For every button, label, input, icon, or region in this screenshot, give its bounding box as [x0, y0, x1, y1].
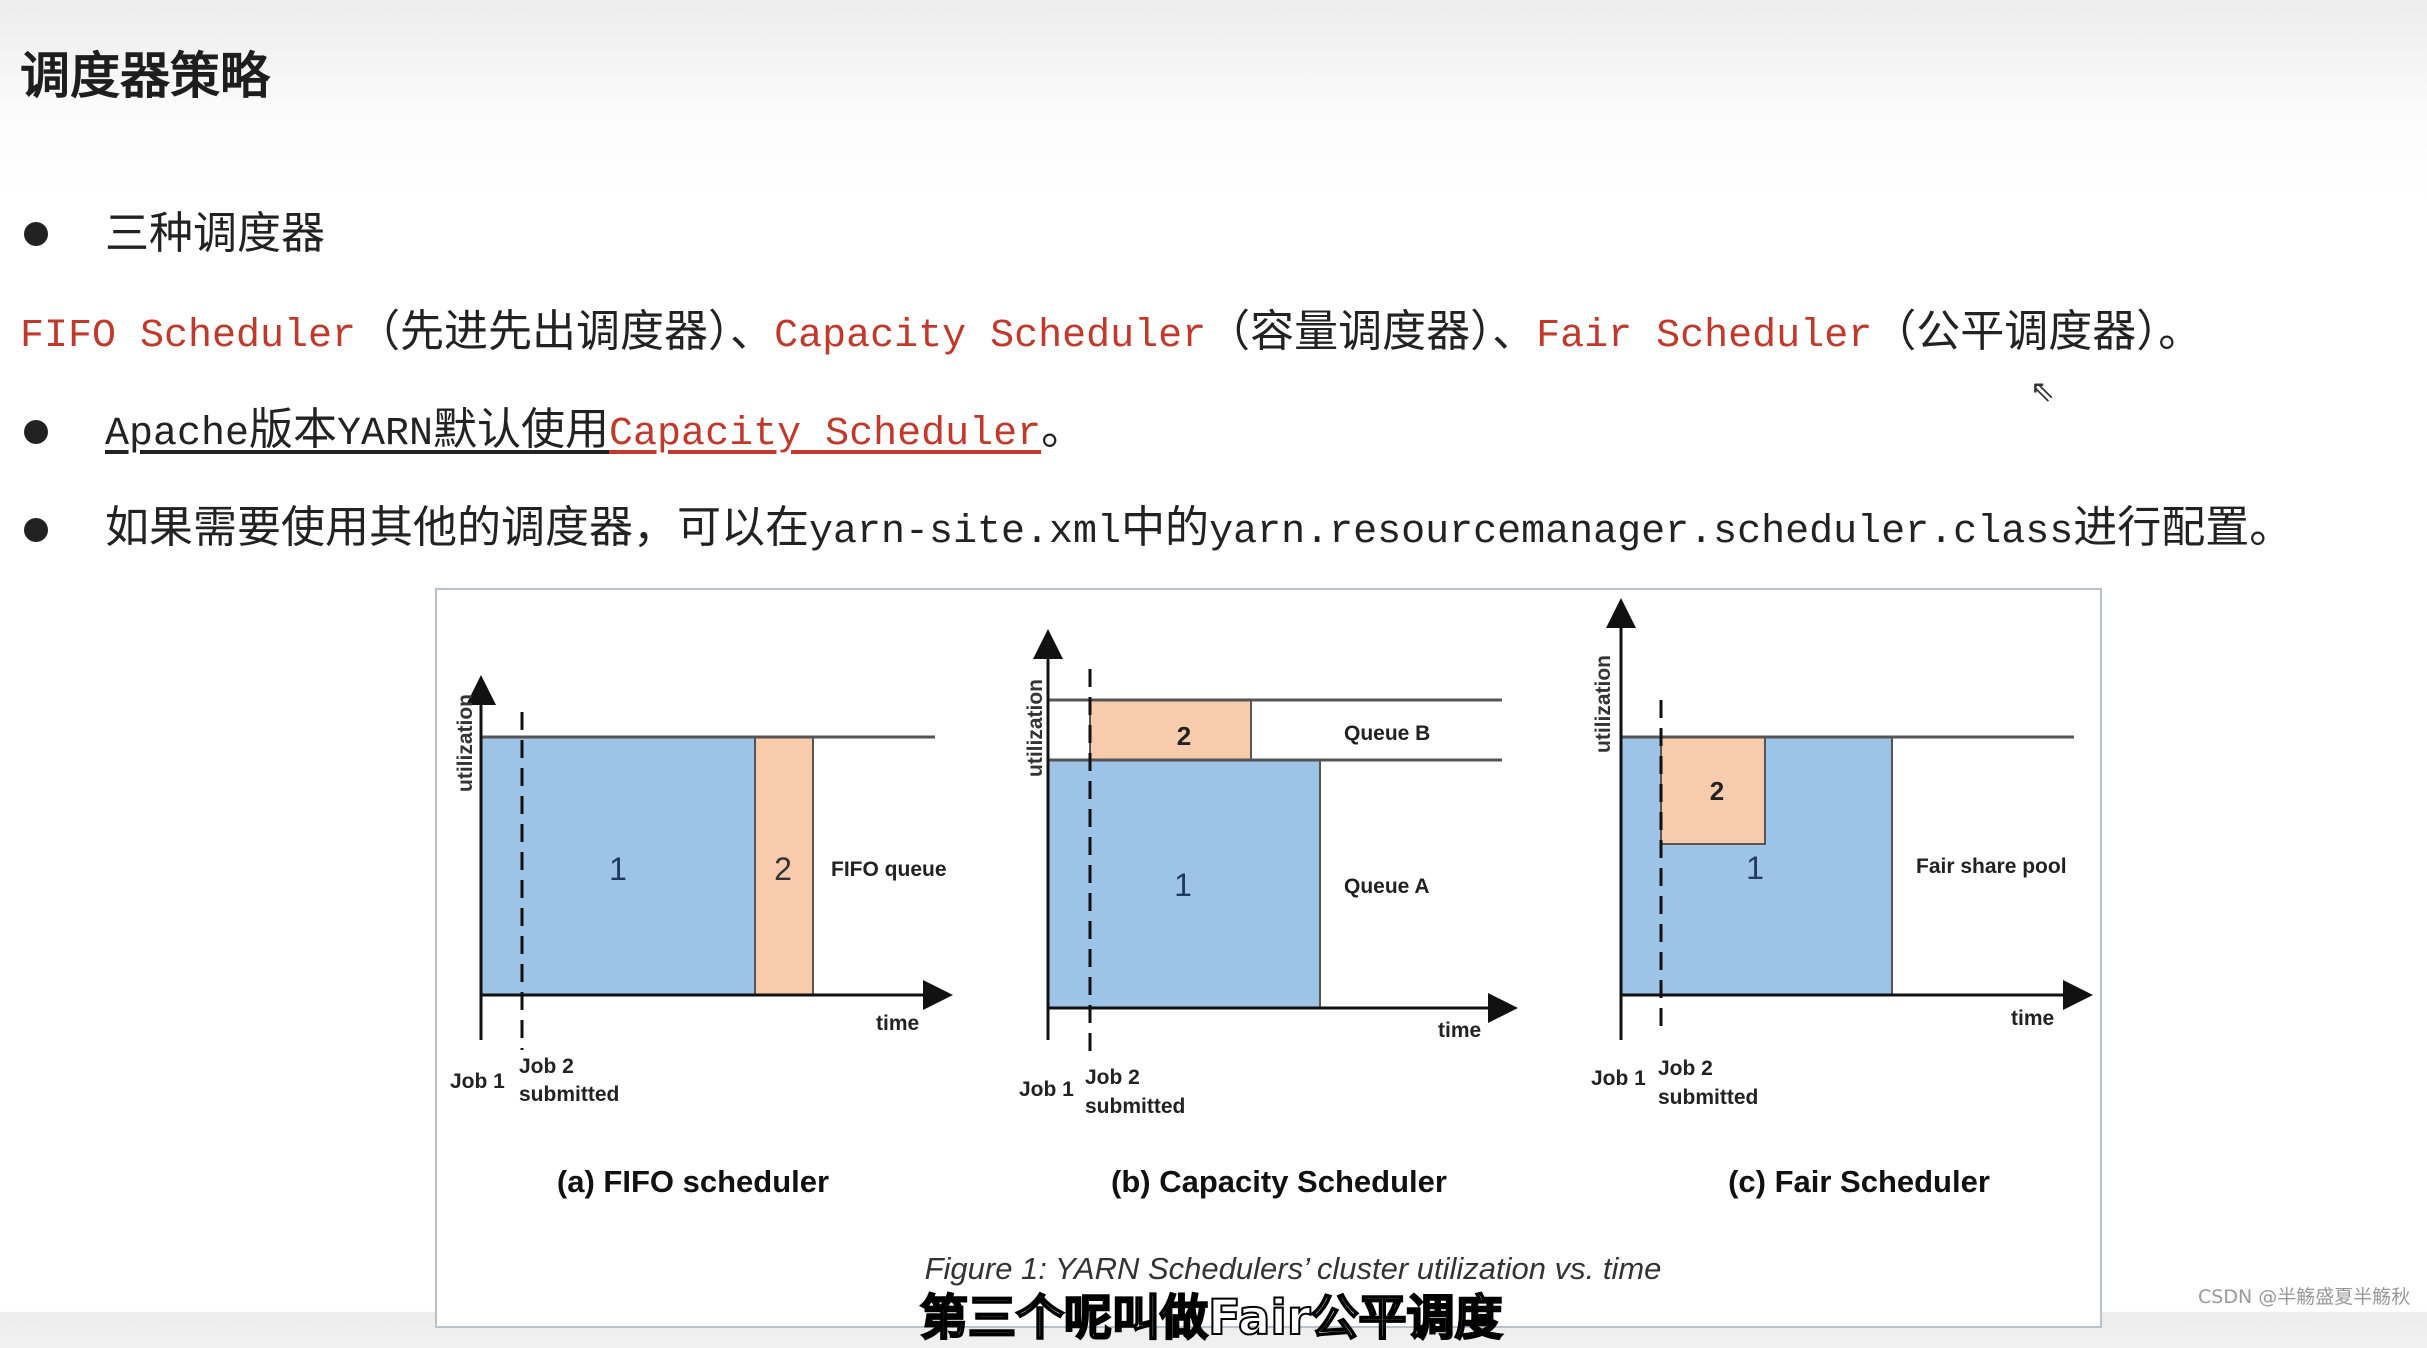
scheduler-diagrams: utilization 1 2 FIFO queue time Job 1 Jo… — [450, 598, 2093, 1286]
capacity-scheduler-term: Capacity Scheduler — [774, 314, 1207, 359]
fifo-desc: （先进先出调度器）、 — [356, 306, 775, 357]
config-text-1: 如果需要使用其他的调度器，可以在 — [105, 502, 809, 553]
y-axis-label: utilization — [1592, 655, 1615, 753]
x-axis-label: time — [2011, 1007, 2054, 1030]
job2-start-label: Job 2 — [519, 1055, 574, 1078]
fair-diagram: utilization 2 1 Fair share pool time Job… — [1591, 598, 2093, 1199]
bullet-dot — [24, 420, 48, 444]
fifo-queue-label: FIFO queue — [831, 858, 947, 881]
default-text: 默认使用 — [433, 404, 610, 455]
submitted-label: submitted — [519, 1083, 619, 1106]
config-text-3: 进行配置。 — [2073, 502, 2294, 553]
fifo-diagram: utilization 1 2 FIFO queue time Job 1 Jo… — [450, 675, 953, 1199]
bullet-apache-default: Apache版本YARN默认使用Capacity Scheduler。 — [105, 400, 1085, 465]
fifo-scheduler-term: FIFO Scheduler — [20, 314, 357, 359]
watermark: CSDN @半觞盛夏半觞秋 — [2198, 1286, 2411, 1308]
x-axis-label: time — [1438, 1019, 1481, 1042]
fair-scheduler-term: Fair Scheduler — [1536, 314, 1873, 359]
job2-label: 2 — [1177, 721, 1191, 751]
bullet-dot — [24, 518, 48, 542]
bullet-dot — [24, 222, 48, 246]
job2-label: 2 — [1710, 776, 1724, 806]
yarn-text: YARN — [337, 412, 434, 457]
job1-label: 1 — [1174, 867, 1192, 903]
queue-a-label: Queue A — [1344, 875, 1430, 898]
version-text: 版本 — [249, 404, 338, 455]
submitted-label: submitted — [1658, 1086, 1758, 1109]
config-file: yarn-site.xml — [809, 510, 1122, 555]
config-property: yarn.resourcemanager.scheduler.class — [1209, 510, 2074, 555]
fair-caption: (c) Fair Scheduler — [1728, 1164, 1990, 1199]
job1-start-label: Job 1 — [1591, 1067, 1646, 1090]
y-axis-label: utilization — [1024, 679, 1047, 777]
bullet-config: 如果需要使用其他的调度器，可以在yarn-site.xml中的yarn.reso… — [105, 498, 2293, 563]
job1-block — [1047, 759, 1321, 1009]
capacity-diagram: utilization 2 Queue B 1 Queue A time Job… — [1019, 629, 1518, 1199]
scheduler-list-line: FIFO Scheduler（先进先出调度器）、Capacity Schedul… — [20, 302, 2202, 367]
mouse-cursor-icon: ⇖ — [2030, 374, 2056, 409]
apache-link[interactable]: Apache — [105, 412, 250, 457]
job1-label: 1 — [609, 851, 627, 887]
job1-label: 1 — [1746, 850, 1764, 886]
page-title: 调度器策略 — [20, 47, 270, 105]
job2-label: 2 — [774, 851, 792, 887]
job1-start-label: Job 1 — [1019, 1078, 1074, 1101]
submitted-label: submitted — [1085, 1095, 1185, 1118]
capacity-caption: (b) Capacity Scheduler — [1111, 1164, 1447, 1199]
video-subtitle: 第三个呢叫做Fair公平调度 — [919, 1289, 1503, 1347]
config-text-2: 中的 — [1121, 502, 1210, 553]
job1-start-label: Job 1 — [450, 1070, 505, 1093]
job2-start-label: Job 2 — [1658, 1057, 1713, 1080]
figure-caption: Figure 1: YARN Schedulers’ cluster utili… — [925, 1251, 1662, 1286]
period: 。 — [1041, 404, 1086, 455]
capacity-desc: （容量调度器）、 — [1206, 306, 1537, 357]
job2-start-label: Job 2 — [1085, 1066, 1140, 1089]
job2-block — [1089, 699, 1252, 761]
bullet-three-schedulers: 三种调度器 — [105, 208, 325, 259]
fifo-caption: (a) FIFO scheduler — [557, 1164, 829, 1199]
job2-block — [754, 736, 814, 996]
queue-b-label: Queue B — [1344, 722, 1430, 745]
capacity-scheduler-link[interactable]: Capacity Scheduler — [609, 412, 1042, 457]
fair-desc: （公平调度器）。 — [1872, 306, 2203, 357]
y-axis-label: utilization — [454, 694, 477, 792]
x-axis-label: time — [876, 1012, 919, 1035]
fair-share-pool-label: Fair share pool — [1916, 855, 2067, 878]
